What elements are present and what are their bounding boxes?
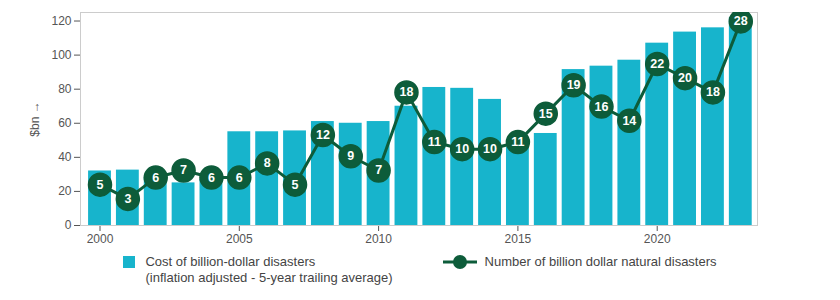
svg-text:18: 18 xyxy=(706,85,720,99)
svg-text:12: 12 xyxy=(316,128,330,142)
svg-text:9: 9 xyxy=(347,149,354,163)
svg-text:7: 7 xyxy=(180,163,187,177)
svg-text:20: 20 xyxy=(58,184,72,198)
svg-text:11: 11 xyxy=(511,135,524,149)
svg-text:10: 10 xyxy=(455,142,469,156)
svg-text:2020: 2020 xyxy=(644,232,671,246)
svg-text:8: 8 xyxy=(264,156,271,170)
svg-text:3: 3 xyxy=(124,192,131,206)
svg-text:2000: 2000 xyxy=(87,232,114,246)
svg-text:0: 0 xyxy=(65,218,72,232)
svg-text:16: 16 xyxy=(595,100,609,114)
svg-text:6: 6 xyxy=(208,171,215,185)
html-text:Cost of billion-dollar disaste: Cost of billion-dollar disasters (inflat… xyxy=(145,254,393,285)
svg-text:6: 6 xyxy=(152,171,159,185)
svg-text:5: 5 xyxy=(292,178,299,192)
html-text:Number of billion dollar natur: Number of billion dollar natural disaste… xyxy=(484,254,717,269)
svg-text:10: 10 xyxy=(483,142,497,156)
svg-text:2015: 2015 xyxy=(505,232,532,246)
svg-text:60: 60 xyxy=(58,116,72,130)
svg-text:19: 19 xyxy=(567,78,581,92)
svg-text:20: 20 xyxy=(678,71,692,85)
svg-text:15: 15 xyxy=(539,107,553,121)
svg-text:2005: 2005 xyxy=(226,232,253,246)
svg-text:$bn →: $bn → xyxy=(28,101,42,136)
svg-text:2010: 2010 xyxy=(365,232,392,246)
svg-text:28: 28 xyxy=(734,14,748,28)
svg-text:40: 40 xyxy=(58,150,72,164)
svg-text:120: 120 xyxy=(51,14,71,28)
svg-text:14: 14 xyxy=(622,114,636,128)
svg-text:7: 7 xyxy=(375,163,382,177)
svg-text:5: 5 xyxy=(97,178,104,192)
svg-text:11: 11 xyxy=(428,135,441,149)
svg-text:80: 80 xyxy=(58,82,72,96)
svg-text:18: 18 xyxy=(400,85,414,99)
svg-text:22: 22 xyxy=(650,57,664,71)
svg-text:100: 100 xyxy=(51,48,71,62)
svg-text:6: 6 xyxy=(236,171,243,185)
